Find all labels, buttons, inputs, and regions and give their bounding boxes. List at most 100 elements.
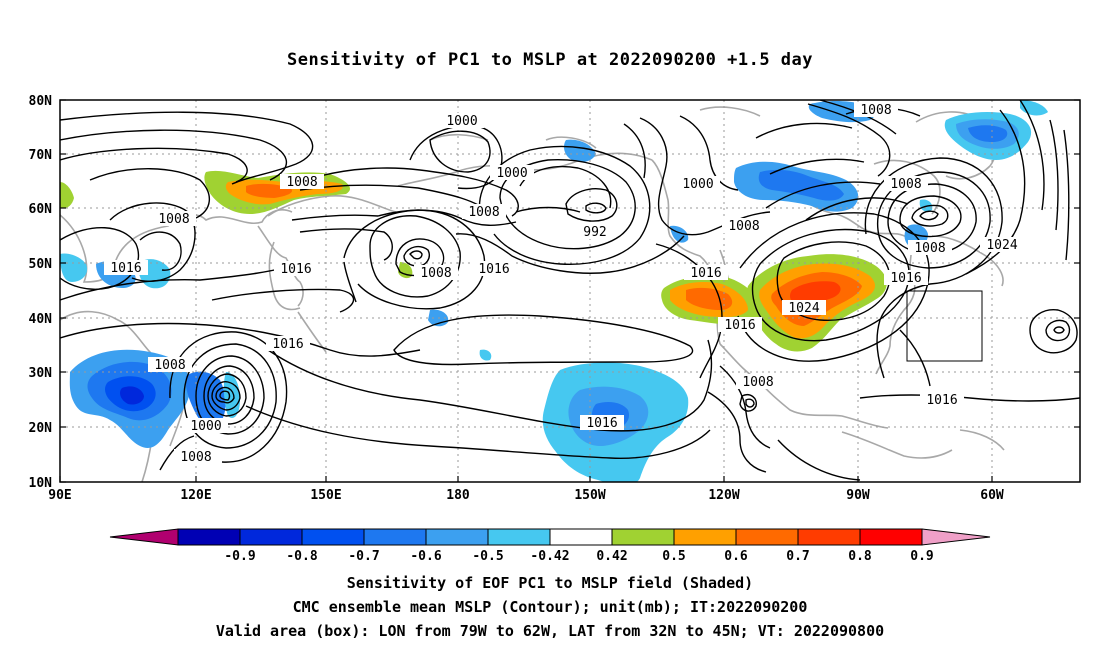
lon-label-90w: 90W	[846, 488, 870, 503]
lat-label-70n: 70N	[29, 148, 53, 163]
lon-label-180: 180	[446, 488, 470, 503]
svg-text:1008: 1008	[286, 175, 317, 190]
lon-label-150e: 150E	[310, 488, 341, 503]
svg-text:1008: 1008	[180, 450, 211, 465]
colorbar-tick-label: 0.6	[724, 549, 748, 564]
svg-text:1000: 1000	[496, 166, 527, 181]
contour-label-992: 992	[578, 224, 612, 240]
colorbar-legend: -0.9 -0.8 -0.7 -0.6 -0.5 -0.42 0.42 0.5 0.6 0.7 0.…	[109, 528, 991, 564]
svg-text:1024: 1024	[788, 301, 819, 316]
svg-text:1016: 1016	[724, 318, 755, 333]
colorbar-swatch	[735, 528, 799, 546]
colorbar-min-triangle	[109, 528, 179, 546]
lat-label-50n: 50N	[29, 257, 53, 272]
svg-text:1000: 1000	[446, 114, 477, 129]
svg-text:1008: 1008	[728, 219, 759, 234]
colorbar-tick-label: 0.8	[848, 549, 872, 564]
colorbar-swatch	[487, 528, 551, 546]
svg-text:1008: 1008	[860, 103, 891, 118]
colorbar-tick-label: 0.42	[596, 549, 627, 564]
svg-text:1000: 1000	[682, 177, 713, 192]
svg-text:992: 992	[583, 225, 606, 240]
caption-contour: CMC ensemble mean MSLP (Contour); unit(m…	[292, 598, 808, 616]
caption-shaded: Sensitivity of EOF PC1 to MSLP field (Sh…	[346, 574, 754, 592]
lat-label-80n: 80N	[29, 94, 53, 109]
svg-text:1016: 1016	[110, 261, 141, 276]
contour-label-1008-canada: 1008	[722, 218, 766, 234]
lat-label-30n: 30N	[29, 366, 53, 381]
colorbar-swatch	[177, 528, 241, 546]
colorbar-swatch	[239, 528, 303, 546]
lat-label-40n: 40N	[29, 312, 53, 327]
svg-text:1008: 1008	[420, 266, 451, 281]
contour-label-1008-asia: 1008	[152, 211, 196, 227]
colorbar-tick-label: -0.42	[530, 549, 569, 564]
contour-label-1016-california: 1016	[718, 317, 762, 333]
caption-valid-area: Valid area (box): LON from 79W to 62W, L…	[215, 622, 885, 640]
colorbar-tick-label: -0.8	[286, 549, 317, 564]
svg-text:1016: 1016	[478, 262, 509, 277]
svg-text:1016: 1016	[272, 337, 303, 352]
svg-text:1016: 1016	[890, 271, 921, 286]
lat-label-10n: 10N	[29, 476, 53, 491]
contour-label-1016-subtropical: 1016	[580, 415, 624, 431]
contour-label-1008-quebec: 1008	[908, 240, 952, 256]
colorbar-tick-label: 0.9	[910, 549, 933, 564]
contour-label-1016-east-coast: 1016	[884, 270, 928, 286]
contour-label-1024-plains: 1024	[782, 300, 826, 316]
colorbar-tick-label: 0.7	[786, 549, 809, 564]
svg-text:1008: 1008	[158, 212, 189, 227]
colorbar-swatch	[301, 528, 365, 546]
colorbar-swatch	[859, 528, 923, 546]
lon-label-90e: 90E	[48, 488, 71, 503]
contour-label-1000-alaska: 1000	[490, 165, 534, 181]
contour-label-1000-typhoon: 1000	[184, 418, 228, 434]
svg-text:1016: 1016	[690, 266, 721, 281]
contour-label-1008-gulf-alaska: 1008	[414, 265, 458, 281]
contour-label-1016-japan: 1016	[274, 261, 318, 277]
lon-label-120w: 120W	[708, 488, 739, 503]
contour-label-1016-pacific: 1016	[472, 261, 516, 277]
contour-label-1008-bering: 1008	[462, 204, 506, 220]
colorbar-swatch	[549, 528, 613, 546]
colorbar-tick-label: -0.7	[348, 549, 379, 564]
valid-area-box	[906, 290, 983, 362]
contour-label-1008-mexico: 1008	[736, 374, 780, 390]
contour-label-1016-west-coast: 1016	[684, 265, 728, 281]
lat-label-20n: 20N	[29, 421, 53, 436]
colorbar-swatch	[425, 528, 489, 546]
map-frame	[59, 99, 1081, 483]
contour-label-1008-china: 1008	[148, 357, 192, 373]
contour-label-1000-canada: 1000	[676, 176, 720, 192]
contour-label-1008-siberia: 1008	[280, 174, 324, 190]
svg-text:1008: 1008	[890, 177, 921, 192]
lon-label-150w: 150W	[574, 488, 605, 503]
contour-label-1008-philippines: 1008	[174, 449, 218, 465]
svg-text:1008: 1008	[468, 205, 499, 220]
lon-label-120e: 120E	[180, 488, 211, 503]
colorbar-max-triangle	[921, 528, 991, 546]
lat-label-60n: 60N	[29, 202, 53, 217]
colorbar-tick-label: -0.6	[410, 549, 441, 564]
svg-text:1008: 1008	[742, 375, 773, 390]
lon-label-60w: 60W	[980, 488, 1004, 503]
colorbar-tick-label: 0.5	[662, 549, 685, 564]
svg-text:1008: 1008	[154, 358, 185, 373]
contour-label-1016-china-coast: 1016	[266, 336, 310, 352]
colorbar-swatch	[611, 528, 675, 546]
colorbar-tick-label: -0.5	[472, 549, 503, 564]
colorbar-swatch	[797, 528, 861, 546]
map-title: Sensitivity of PC1 to MSLP at 2022090200…	[286, 50, 813, 70]
contour-label-1008-hudson: 1008	[884, 176, 928, 192]
colorbar-tick-label: -0.9	[224, 549, 255, 564]
axis-ticks	[59, 99, 1080, 483]
svg-text:1016: 1016	[926, 393, 957, 408]
svg-text:1008: 1008	[914, 241, 945, 256]
svg-text:1024: 1024	[986, 238, 1017, 253]
contour-label-1008-greenland: 1008	[854, 102, 898, 118]
contour-label-1024-atlantic: 1024	[980, 237, 1024, 253]
svg-text:1016: 1016	[280, 262, 311, 277]
colorbar-swatch	[673, 528, 737, 546]
contour-label-1016-asia: 1016	[104, 260, 148, 276]
